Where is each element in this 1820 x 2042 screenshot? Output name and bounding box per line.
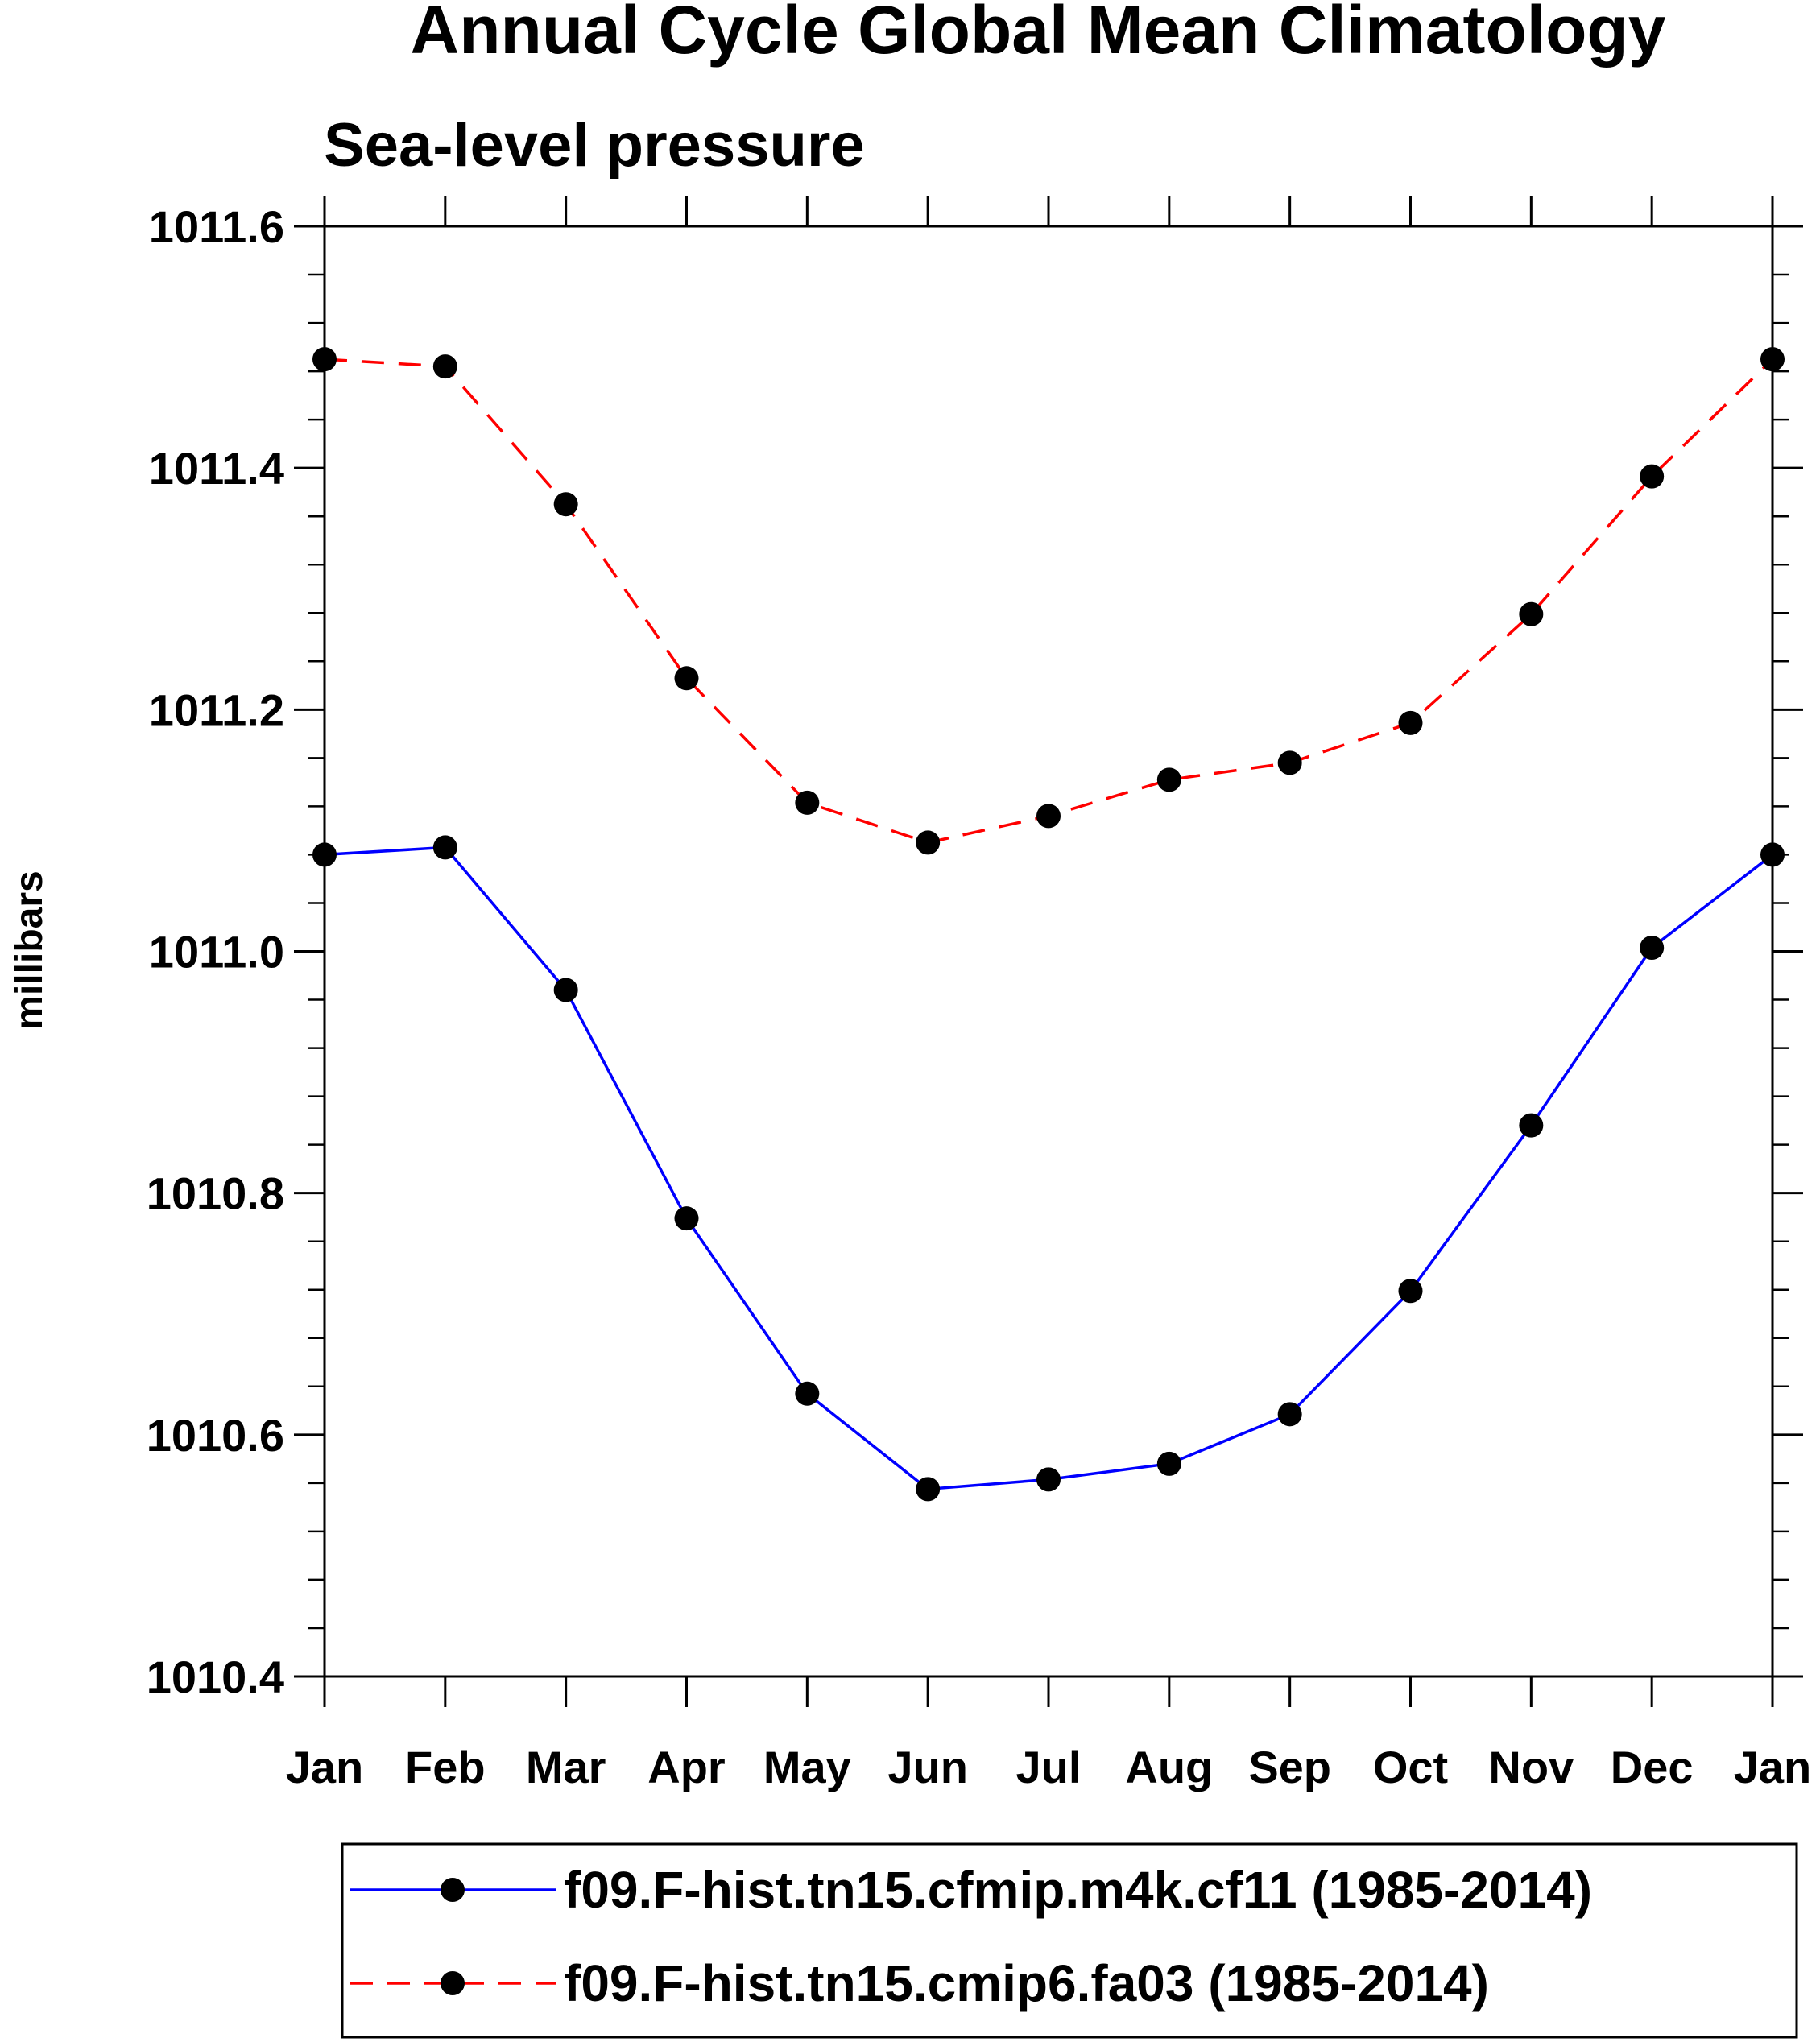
x-tick-label: May bbox=[763, 1742, 851, 1792]
series-1-point bbox=[1036, 1467, 1061, 1492]
axes: 1010.4 1010.6 1010.8 1011.0 1011.2 1011.4 1011… bbox=[147, 196, 1812, 1792]
y-tick-label: 1010.6 bbox=[147, 1410, 284, 1461]
series-2-point bbox=[432, 354, 457, 379]
x-tick-label: Oct bbox=[1373, 1742, 1448, 1792]
series-2-point bbox=[1519, 601, 1544, 626]
series-1-point bbox=[1760, 842, 1785, 867]
x-tick-label: Jan bbox=[286, 1742, 364, 1792]
x-tick-label: Nov bbox=[1488, 1742, 1574, 1792]
x-tick-label: Jun bbox=[887, 1742, 968, 1792]
x-tick-label: Jan bbox=[1734, 1742, 1812, 1792]
series-1-point bbox=[1640, 935, 1665, 960]
y-tick-label: 1011.0 bbox=[149, 927, 284, 978]
series-2-point bbox=[1760, 347, 1785, 372]
y-tick-label: 1011.2 bbox=[149, 684, 284, 735]
legend-label-2: f09.F-hist.tn15.cmip6.fa03 (1985-2014) bbox=[564, 1954, 1489, 2012]
legend-box bbox=[341, 1842, 1798, 2039]
series-1-point bbox=[553, 978, 578, 1002]
series-2-point bbox=[674, 666, 699, 691]
series-1-point bbox=[795, 1381, 820, 1406]
series-1-point bbox=[674, 1206, 699, 1231]
series-2-point bbox=[795, 790, 820, 815]
series-1-point bbox=[432, 835, 457, 860]
series-1-point bbox=[916, 1477, 941, 1502]
series-line-2 bbox=[324, 358, 1774, 845]
series-2-point bbox=[553, 492, 578, 517]
series-2-point bbox=[1156, 767, 1181, 792]
legend-label-1: f09.F-hist.tn15.cfmip.m4k.cf11 (1985-201… bbox=[564, 1861, 1592, 1919]
series-2-point bbox=[1398, 710, 1423, 735]
y-axis-label: millibars bbox=[8, 870, 51, 1029]
series-2-point bbox=[312, 347, 337, 372]
legend-marker-2 bbox=[441, 1971, 465, 1995]
legend-marker-1 bbox=[441, 1878, 465, 1902]
plot-frame bbox=[323, 225, 1774, 1678]
series-line-1 bbox=[324, 845, 1774, 1491]
x-tick-label: Dec bbox=[1611, 1742, 1694, 1792]
series-1-point bbox=[312, 842, 337, 867]
series-2-point bbox=[1640, 464, 1665, 489]
series-1-point bbox=[1156, 1451, 1181, 1476]
y-tick-label: 1010.4 bbox=[147, 1651, 284, 1702]
series-2-point bbox=[916, 830, 941, 855]
series-2-point bbox=[1036, 804, 1061, 829]
x-tick-label: Jul bbox=[1016, 1742, 1082, 1792]
plot-area bbox=[312, 347, 1785, 1502]
y-tick-label: 1010.8 bbox=[147, 1168, 284, 1219]
chart-subtitle: Sea-level pressure bbox=[324, 111, 865, 180]
y-tick-label: 1011.6 bbox=[149, 201, 284, 252]
series-2-point bbox=[1277, 750, 1302, 775]
x-tick-label: Aug bbox=[1125, 1742, 1213, 1792]
legend: f09.F-hist.tn15.cfmip.m4k.cf11 (1985-201… bbox=[350, 1861, 1592, 2012]
series-1-point bbox=[1398, 1279, 1423, 1304]
x-tick-label: Sep bbox=[1248, 1742, 1331, 1792]
series-1-point bbox=[1277, 1402, 1302, 1427]
x-tick-label: Feb bbox=[405, 1742, 486, 1792]
series-1-point bbox=[1519, 1113, 1544, 1138]
y-tick-label: 1011.4 bbox=[149, 443, 284, 494]
x-tick-label: Mar bbox=[526, 1742, 606, 1792]
x-tick-label: Apr bbox=[647, 1742, 725, 1792]
chart-title: Annual Cycle Global Mean Climatology bbox=[411, 0, 1666, 68]
